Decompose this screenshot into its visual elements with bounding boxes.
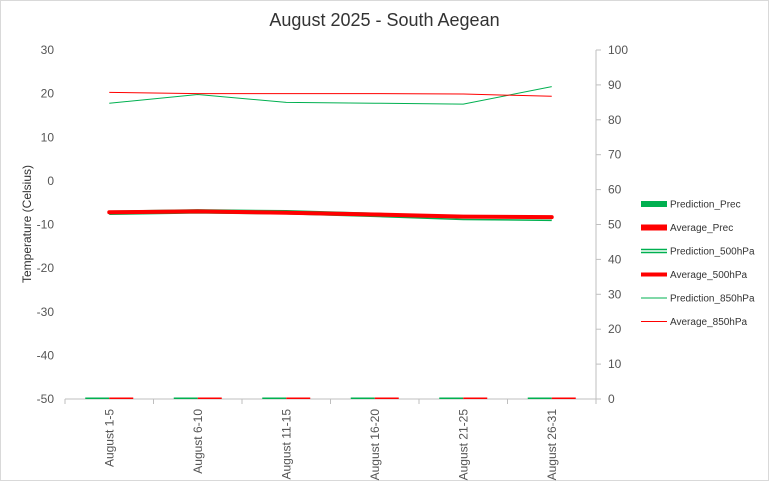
legend: Prediction_Prec Average_Prec Prediction_50… (641, 200, 755, 328)
bar-prediction-prec (262, 397, 287, 399)
legend-swatch-average-prec (641, 224, 667, 231)
series-line-prediction-850hpa (109, 86, 552, 105)
y2-tick-label: 0 (608, 392, 615, 406)
y-tick-label: -10 (37, 218, 55, 232)
bar-average-prec (551, 397, 576, 399)
bar-prediction-prec (350, 397, 375, 399)
legend-label: Prediction_Prec (670, 200, 741, 211)
legend-label: Average_500hPa (670, 270, 748, 281)
y2-tick-label: 50 (608, 218, 622, 232)
x-tick-label: August 21-25 (456, 409, 470, 481)
bars-layer (85, 397, 576, 399)
bar-average-prec (109, 397, 134, 399)
bar-prediction-prec (439, 397, 464, 399)
ticks-layer: 3020100-10-20-30-40-50100908070605040302… (37, 43, 629, 480)
bar-average-prec (374, 397, 399, 399)
lines-layer (107, 86, 554, 222)
axes-layer (64, 49, 601, 404)
y-tick-label: -20 (37, 261, 55, 275)
y-tick-label: -40 (37, 348, 55, 362)
y2-tick-label: 70 (608, 148, 622, 162)
x-tick-label: August 1-5 (102, 409, 116, 467)
x-tick-label: August 16-20 (368, 409, 382, 481)
legend-label: Average_850hPa (670, 317, 748, 328)
chart-title: August 2025 - South Aegean (269, 10, 500, 30)
legend-swatch-prediction-prec (641, 201, 667, 207)
x-tick-label: August 6-10 (191, 409, 205, 474)
y2-tick-label: 20 (608, 322, 622, 336)
y2-tick-label: 40 (608, 252, 622, 266)
series-line-average-500hpa (107, 209, 554, 220)
legend-label: Average_Prec (670, 223, 733, 234)
y2-tick-label: 10 (608, 357, 622, 371)
y2-tick-label: 60 (608, 183, 622, 197)
legend-label: Prediction_500hPa (670, 247, 755, 258)
y-tick-label: 10 (41, 130, 55, 144)
bar-prediction-prec (527, 397, 552, 399)
bar-average-prec (286, 397, 311, 399)
y-tick-label: 30 (41, 43, 55, 57)
bar-average-prec (463, 397, 488, 399)
bar-average-prec (197, 397, 222, 399)
x-tick-label: August 11-15 (279, 409, 293, 480)
y2-tick-label: 100 (608, 43, 628, 57)
y2-tick-label: 90 (608, 78, 622, 92)
y-axis-title: Temperature (Celsius) (20, 165, 34, 283)
x-tick-label: August 26-31 (545, 409, 559, 481)
y2-tick-label: 80 (608, 113, 622, 127)
bar-prediction-prec (85, 397, 110, 399)
y-tick-label: -50 (37, 392, 55, 406)
y-tick-label: 20 (41, 87, 55, 101)
legend-label: Prediction_850hPa (670, 294, 755, 305)
bar-prediction-prec (173, 397, 198, 399)
y2-tick-label: 30 (608, 287, 622, 301)
y-tick-label: -30 (37, 305, 55, 319)
y-tick-label: 0 (47, 174, 54, 188)
series-line-average-850hpa (109, 91, 552, 97)
